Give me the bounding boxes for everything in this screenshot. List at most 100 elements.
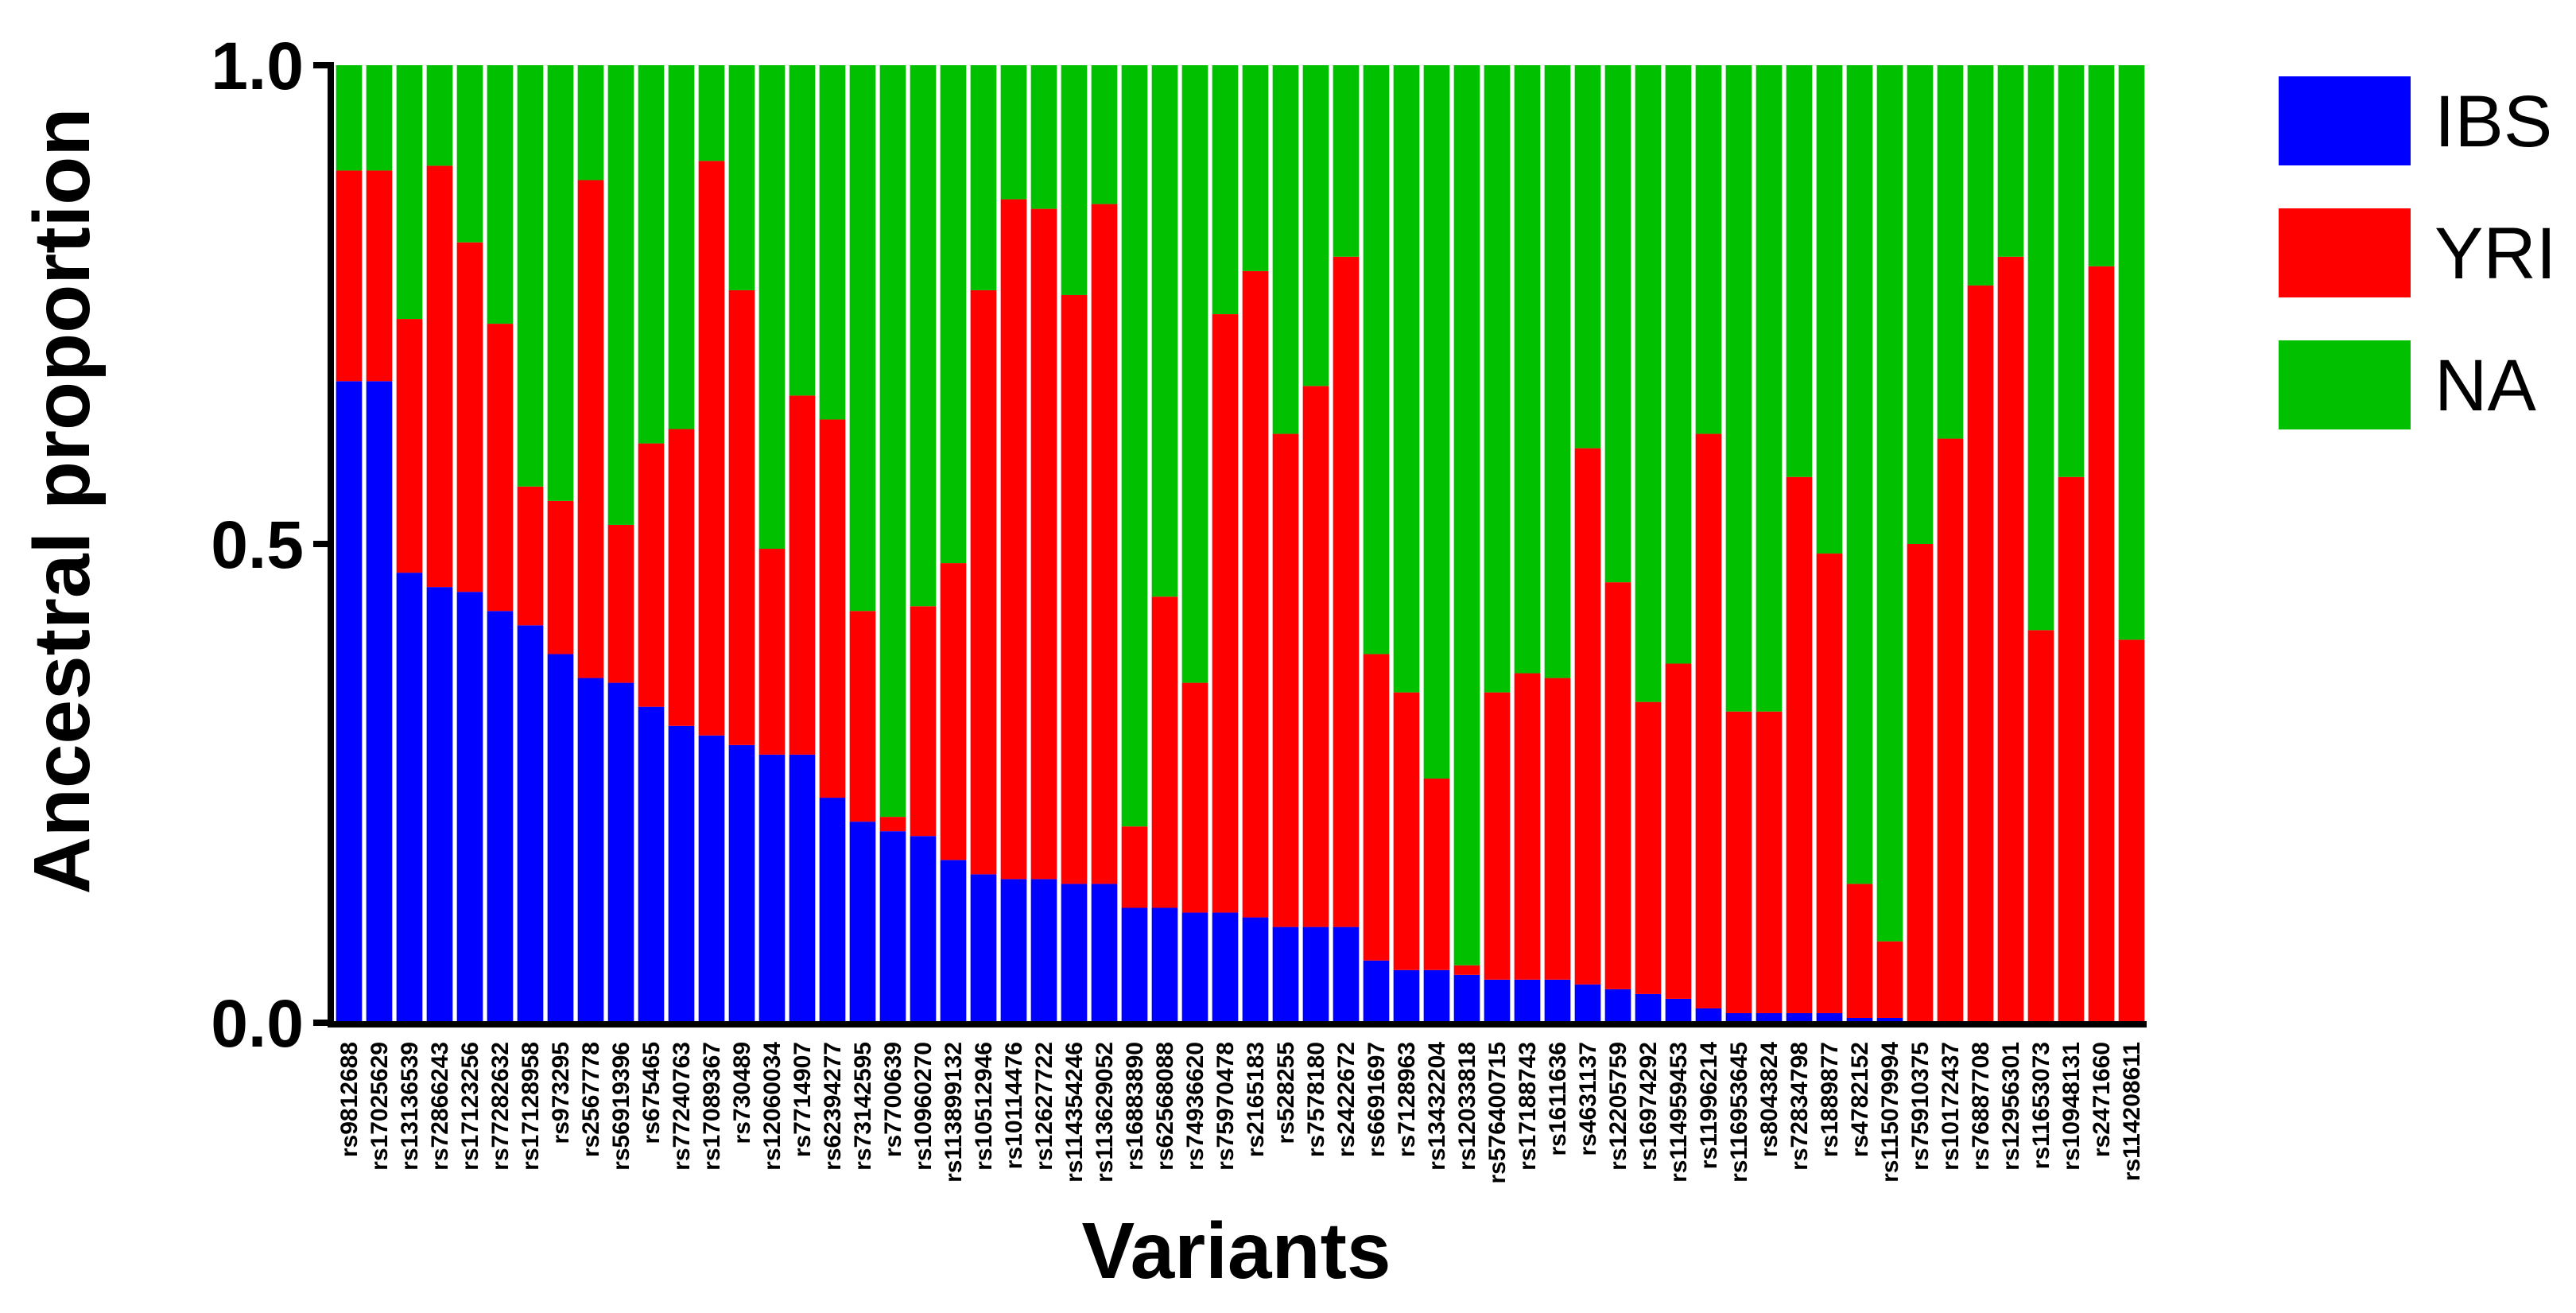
bar-na-rs75970478 [1212, 65, 1239, 315]
bar-na-rs17188743 [1514, 65, 1541, 674]
legend-swatch-ibs [2279, 76, 2411, 165]
bar-na-rs72866243 [426, 65, 453, 166]
bar-na-rs10948131 [2058, 65, 2085, 477]
bar-ibs-rs77282632 [487, 611, 514, 1023]
bar-na-rs528255 [1272, 65, 1299, 434]
legend-label-ibs: IBS [2434, 81, 2552, 162]
bar-ibs-rs74936620 [1181, 912, 1208, 1023]
bar-yri-rs113629052 [1091, 204, 1118, 884]
bar-ibs-rs9812688 [336, 381, 363, 1023]
bar-yri-rs56919396 [607, 524, 634, 683]
bar-yri-rs2567778 [577, 180, 604, 678]
bar-yri-rs115079994 [1876, 941, 1903, 1018]
bar-yri-rs7714907 [789, 395, 816, 755]
x-tick-label: rs62394277 [820, 1042, 846, 1171]
bar-ibs-rs675465 [638, 706, 665, 1023]
bar-ibs-rs12060034 [758, 754, 786, 1023]
x-tick-label: rs11996214 [1696, 1042, 1722, 1169]
bar-na-rs10960270 [910, 65, 937, 607]
bar-na-rs77240763 [668, 65, 695, 429]
x-tick-label: rs1889877 [1817, 1042, 1843, 1157]
y-tick-label: 0.5 [211, 507, 304, 582]
x-tick-label: rs10960270 [910, 1042, 937, 1171]
bar-yri-rs730489 [728, 289, 755, 745]
x-tick-label: rs12205759 [1605, 1042, 1631, 1171]
bar-ibs-rs116953645 [1725, 1012, 1752, 1023]
bar-na-rs17128958 [517, 65, 544, 487]
bar-na-rs9812688 [336, 65, 363, 171]
bar-ibs-rs10512946 [970, 874, 997, 1023]
bar-yri-rs114959453 [1665, 663, 1692, 999]
bar-yri-rs12033818 [1453, 965, 1480, 975]
legend-swatch-na [2279, 340, 2411, 429]
bar-na-rs73142595 [849, 65, 876, 612]
bar-na-rs675465 [638, 65, 665, 444]
x-tick-label: rs72834798 [1787, 1042, 1813, 1171]
bar-yri-rs10172437 [1937, 438, 1964, 1023]
bar-na-rs62568088 [1151, 65, 1178, 597]
bar-yri-rs17128958 [517, 486, 544, 626]
bar-na-rs11996214 [1695, 65, 1722, 434]
y-tick-label: 1.0 [211, 29, 304, 103]
x-tick-label: rs72866243 [427, 1042, 453, 1171]
bar-ibs-rs16883890 [1121, 907, 1148, 1023]
bar-na-rs2471660 [2088, 65, 2115, 266]
x-tick-label: rs16883890 [1122, 1042, 1148, 1171]
bar-na-rs4631137 [1574, 65, 1601, 449]
bar-na-rs75910375 [1907, 65, 1934, 544]
x-tick-label: rs6691697 [1364, 1042, 1390, 1157]
x-tick-label: rs4631137 [1575, 1042, 1601, 1156]
bar-yri-rs7128963 [1393, 692, 1420, 970]
bar-yri-rs7578180 [1302, 386, 1329, 927]
bar-ibs-rs17123256 [456, 592, 483, 1023]
bar-yri-rs13432204 [1423, 778, 1450, 970]
bar-na-rs114208611 [2118, 65, 2145, 640]
bar-na-rs7700639 [879, 65, 906, 818]
bar-yri-rs973295 [547, 500, 574, 655]
bar-ibs-rs12627722 [1030, 879, 1057, 1023]
bar-yri-rs114208611 [2118, 639, 2145, 1023]
bar-ibs-rs72866243 [426, 587, 453, 1023]
bar-ibs-rs10960270 [910, 836, 937, 1023]
bar-yri-rs8043824 [1755, 711, 1783, 1013]
x-tick-label: rs973295 [548, 1042, 574, 1144]
bar-ibs-rs113629052 [1091, 884, 1118, 1023]
bar-yri-rs13136539 [396, 319, 423, 573]
legend-label-na: NA [2434, 345, 2536, 426]
bar-na-rs115079994 [1876, 65, 1903, 942]
bar-yri-rs12060034 [758, 549, 786, 755]
x-tick-label: rs730489 [729, 1042, 755, 1144]
bar-yri-rs11996214 [1695, 433, 1722, 1008]
x-tick-label: rs528255 [1273, 1042, 1299, 1144]
bar-yri-rs62568088 [1151, 596, 1178, 908]
bar-na-rs12956301 [1997, 65, 2024, 257]
x-tick-label: rs76887708 [1968, 1042, 1994, 1171]
bar-na-rs74936620 [1181, 65, 1208, 683]
bar-na-rs72834798 [1786, 65, 1813, 477]
x-tick-label: rs1611636 [1545, 1042, 1571, 1156]
x-tick-label: rs73142595 [850, 1042, 876, 1171]
bar-ibs-rs4782152 [1846, 1017, 1873, 1023]
bar-na-rs2567778 [577, 65, 604, 181]
bar-ibs-rs12033818 [1453, 974, 1480, 1023]
x-tick-label: rs2422672 [1333, 1042, 1360, 1157]
bar-ibs-rs114354246 [1061, 884, 1088, 1023]
bar-yri-rs72834798 [1786, 476, 1813, 1013]
bar-yri-rs72866243 [426, 165, 453, 588]
bar-yri-rs10512946 [970, 289, 997, 875]
bar-na-rs973295 [547, 65, 574, 501]
bar-ibs-rs113899132 [940, 860, 967, 1023]
legend-label-yri: YRI [2434, 213, 2556, 294]
bar-na-rs10512946 [970, 65, 997, 290]
bar-ibs-rs1889877 [1816, 1012, 1843, 1023]
x-tick-label: rs62568088 [1152, 1042, 1178, 1171]
bar-yri-rs10948131 [2058, 476, 2085, 1023]
x-tick-label: rs77282632 [487, 1042, 514, 1171]
bar-yri-rs75970478 [1212, 314, 1239, 913]
x-tick-label: rs10512946 [971, 1042, 997, 1171]
bar-yri-rs2165183 [1242, 270, 1269, 918]
bar-ibs-rs6691697 [1363, 960, 1390, 1023]
x-tick-label: rs10114476 [1001, 1042, 1027, 1169]
bar-ibs-rs10114476 [1000, 879, 1027, 1023]
y-tick-label: 0.0 [211, 986, 304, 1061]
